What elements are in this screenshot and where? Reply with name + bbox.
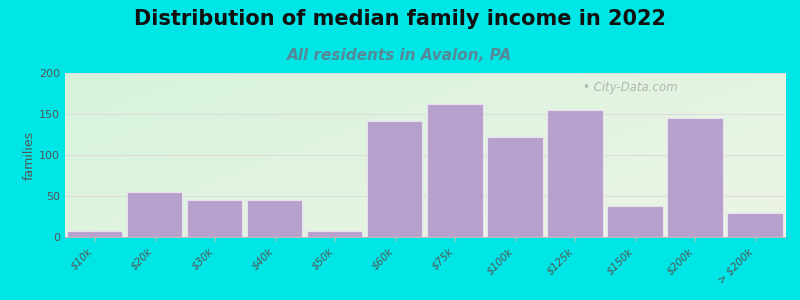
Text: Distribution of median family income in 2022: Distribution of median family income in … xyxy=(134,9,666,29)
Bar xyxy=(547,110,602,237)
Bar xyxy=(67,231,122,237)
Y-axis label: families: families xyxy=(23,131,36,180)
Bar xyxy=(127,192,182,237)
Bar xyxy=(727,213,782,237)
Bar xyxy=(367,121,422,237)
Bar xyxy=(247,200,302,237)
Text: • City-Data.com: • City-Data.com xyxy=(583,81,678,94)
Text: All residents in Avalon, PA: All residents in Avalon, PA xyxy=(287,48,513,63)
Bar xyxy=(427,104,482,237)
Bar xyxy=(667,118,722,237)
Bar xyxy=(187,200,242,237)
Bar xyxy=(307,231,362,237)
Bar xyxy=(487,137,542,237)
Bar xyxy=(607,206,662,237)
